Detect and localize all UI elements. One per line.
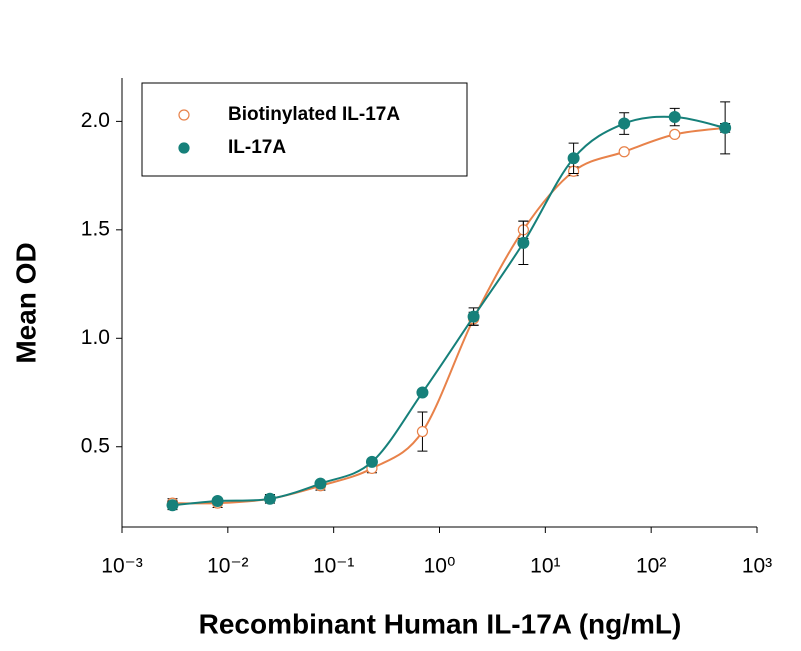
- x-tick-label: 10¹: [530, 555, 560, 578]
- legend-marker: [178, 142, 190, 154]
- data-point: [719, 121, 732, 134]
- data-point: [416, 425, 429, 438]
- data-point: [669, 128, 681, 140]
- data-point: [211, 494, 224, 507]
- x-tick-label: 10³: [742, 555, 772, 578]
- x-tick-label: 10⁻³: [101, 555, 142, 578]
- x-tick-label: 10²: [636, 555, 666, 578]
- legend-label: Biotinylated IL-17A: [228, 104, 400, 125]
- y-tick-label: 2.0: [81, 109, 110, 132]
- x-axis-title: Recombinant Human IL-17A (ng/mL): [199, 608, 682, 639]
- data-point: [618, 117, 631, 130]
- data-point: [618, 146, 630, 158]
- fit-curve: [172, 126, 726, 505]
- legend-label: IL-17A: [228, 137, 286, 158]
- legend-marker: [178, 109, 190, 121]
- data-point: [467, 310, 480, 323]
- y-tick-label: 0.5: [81, 434, 110, 457]
- data-point: [166, 499, 179, 512]
- legend-box: [141, 82, 468, 177]
- data-point: [314, 477, 327, 490]
- y-axis-title: Mean OD: [10, 242, 41, 363]
- x-tick-label: 10⁰: [424, 555, 456, 578]
- data-point: [668, 111, 681, 124]
- fit-curve: [172, 115, 726, 507]
- data-point: [517, 236, 530, 249]
- x-tick-label: 10⁻¹: [313, 555, 354, 578]
- y-tick-label: 1.5: [81, 217, 110, 240]
- y-tick-label: 1.0: [81, 326, 110, 349]
- data-point: [567, 152, 580, 165]
- data-point: [263, 492, 276, 505]
- x-tick-label: 10⁻²: [207, 555, 248, 578]
- data-point: [365, 455, 378, 468]
- data-point: [416, 386, 429, 399]
